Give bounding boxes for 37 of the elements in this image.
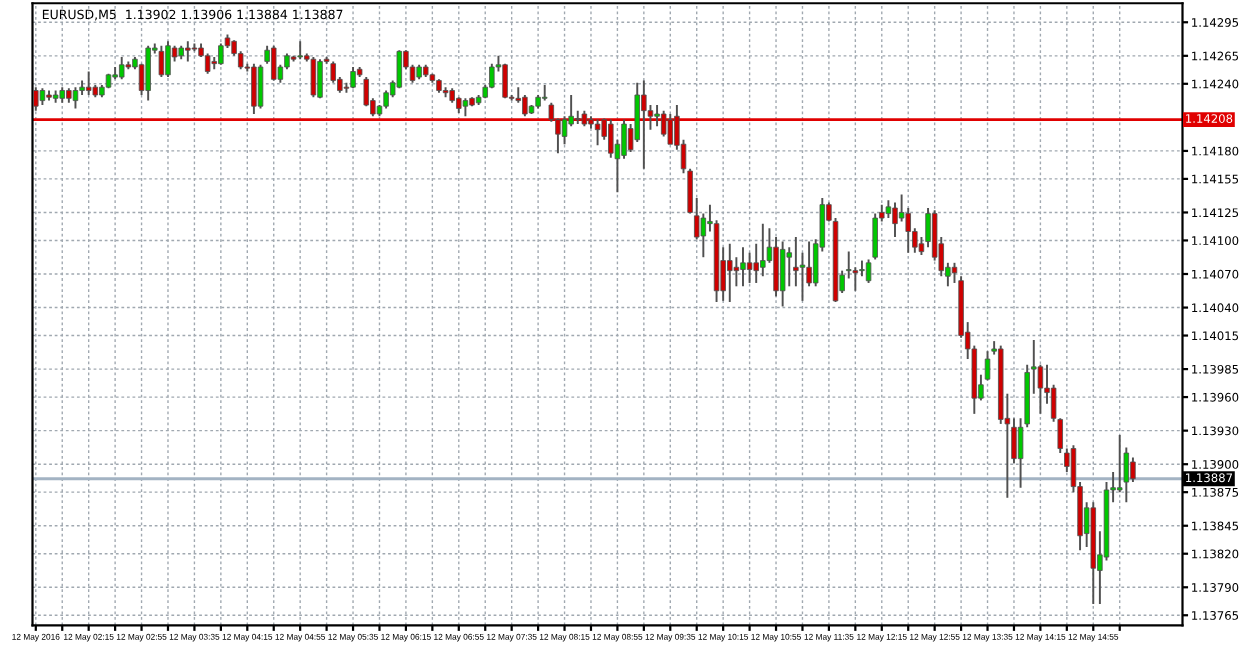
candlestick [218,42,224,66]
candlestick [165,40,171,79]
candlestick [746,251,753,284]
candlestick [158,44,165,79]
candlestick [594,118,601,147]
candlestick [727,242,733,303]
candlestick [271,44,277,82]
candlestick [660,109,667,138]
candlestick [872,212,878,261]
candlestick [251,62,257,115]
candlestick [773,236,779,298]
candlestick [865,258,872,284]
candlestick [85,70,92,96]
candlestick [33,86,39,112]
candlestick [667,113,674,146]
candlestick [779,240,786,308]
candlestick [541,83,548,102]
candlestick [489,62,495,90]
candlestick [310,55,317,99]
candlestick [185,40,191,63]
candlestick [396,49,403,90]
candlestick [892,201,898,239]
candlestick [145,44,151,102]
candlestick [1130,456,1136,484]
candlestick [204,52,211,75]
candlestick [641,79,647,170]
candlestick [72,86,79,110]
candlestick [363,76,369,108]
candlestick [118,55,125,81]
candlestick [522,94,528,118]
candlestick [760,222,766,278]
candlestick [317,58,323,100]
candlestick [1116,434,1123,494]
candlestick [740,246,746,288]
candlestick [654,104,660,128]
candlestick [257,63,264,110]
candlestick [700,212,707,259]
